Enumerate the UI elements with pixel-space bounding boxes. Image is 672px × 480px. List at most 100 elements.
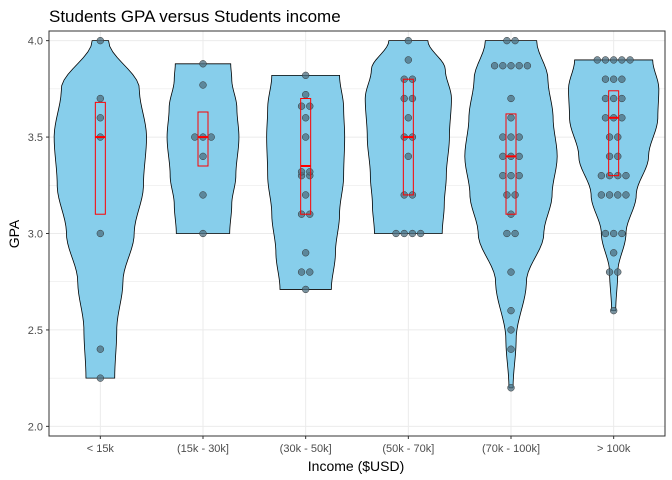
data-point	[515, 62, 523, 70]
data-point	[199, 229, 207, 238]
data-point	[96, 374, 104, 382]
data-point	[511, 191, 519, 199]
data-point	[614, 191, 622, 199]
data-point	[610, 94, 618, 103]
data-point	[618, 94, 626, 103]
y-axis-ticks: 2.0 2.5 3.0 3.5 4.0	[28, 36, 49, 433]
data-point	[302, 71, 310, 80]
box-5	[608, 90, 620, 177]
data-point	[199, 152, 207, 161]
data-point	[610, 75, 618, 83]
violin-2	[266, 74, 346, 290]
data-point	[96, 229, 104, 238]
data-point	[302, 285, 310, 294]
data-point	[416, 229, 425, 238]
data-point	[306, 168, 314, 176]
box-2	[300, 98, 312, 215]
data-point	[404, 36, 412, 45]
data-point	[306, 102, 314, 110]
data-point	[302, 249, 310, 257]
x-tick-label: < 15k	[87, 443, 115, 455]
data-point	[191, 133, 199, 141]
data-point	[515, 171, 523, 180]
data-point	[610, 249, 618, 257]
data-point	[622, 171, 630, 180]
data-point	[601, 229, 610, 238]
data-point	[614, 268, 622, 276]
data-point	[503, 191, 511, 199]
data-point	[400, 94, 408, 103]
data-point	[618, 114, 626, 122]
data-point	[408, 94, 417, 103]
data-point	[499, 171, 507, 180]
x-tick-label: (15k - 30k]	[177, 443, 229, 455]
y-tick-label: 3.5	[28, 132, 43, 144]
box-4	[505, 113, 517, 215]
data-point	[626, 56, 634, 64]
data-point	[404, 152, 412, 161]
data-point	[601, 114, 610, 122]
data-point	[618, 75, 626, 83]
x-axis-label: Income ($USD)	[308, 458, 404, 474]
data-points	[96, 36, 634, 392]
data-point	[515, 133, 523, 141]
data-point	[601, 56, 610, 64]
data-point	[408, 229, 417, 238]
x-tick-label: (70k - 100k]	[482, 443, 540, 455]
violin-5	[568, 59, 660, 312]
data-point	[610, 229, 618, 238]
data-point	[507, 133, 515, 141]
x-tick-label: (50k - 70k]	[382, 443, 434, 455]
y-tick-label: 4.0	[28, 36, 43, 48]
data-point	[96, 345, 104, 353]
data-point	[199, 60, 207, 68]
data-point	[297, 168, 306, 176]
data-point	[515, 152, 523, 161]
data-point	[610, 306, 618, 315]
data-point	[597, 191, 606, 199]
data-point	[297, 102, 306, 110]
data-point	[199, 81, 207, 89]
data-point	[618, 56, 626, 64]
data-point	[507, 306, 515, 315]
data-point	[302, 90, 310, 99]
data-point	[605, 268, 614, 276]
violin-1	[166, 63, 240, 234]
data-point	[593, 56, 601, 64]
data-point	[511, 36, 519, 45]
data-point	[503, 229, 511, 238]
data-point	[400, 229, 408, 238]
data-point	[614, 133, 622, 141]
x-tick-label: (30k - 50k]	[280, 443, 332, 455]
data-point	[507, 114, 515, 122]
data-point	[610, 56, 618, 64]
data-point	[523, 62, 532, 70]
data-point	[507, 268, 515, 276]
data-point	[507, 94, 515, 103]
box-0	[94, 101, 106, 215]
data-point	[297, 268, 306, 276]
data-point	[507, 345, 515, 353]
data-point	[507, 62, 515, 70]
data-point	[96, 94, 104, 103]
data-point	[207, 133, 215, 141]
x-axis-ticks: < 15k (15k - 30k] (30k - 50k] (50k - 70k] (7…	[87, 436, 631, 455]
x-tick-label: > 100k	[597, 443, 631, 455]
data-point	[96, 114, 104, 122]
data-point	[404, 114, 412, 122]
chart-title: Students GPA versus Students income	[49, 7, 341, 26]
box-plots	[94, 78, 620, 215]
y-tick-label: 3.0	[28, 229, 43, 241]
data-point	[302, 191, 310, 199]
y-tick-label: 2.0	[28, 421, 43, 433]
data-point	[306, 268, 314, 276]
box-1	[197, 111, 209, 167]
data-point	[601, 94, 610, 103]
data-point	[490, 62, 499, 70]
data-point	[96, 36, 104, 45]
data-point	[597, 171, 606, 180]
data-point	[404, 56, 412, 64]
data-point	[601, 75, 610, 83]
data-point	[499, 133, 507, 141]
